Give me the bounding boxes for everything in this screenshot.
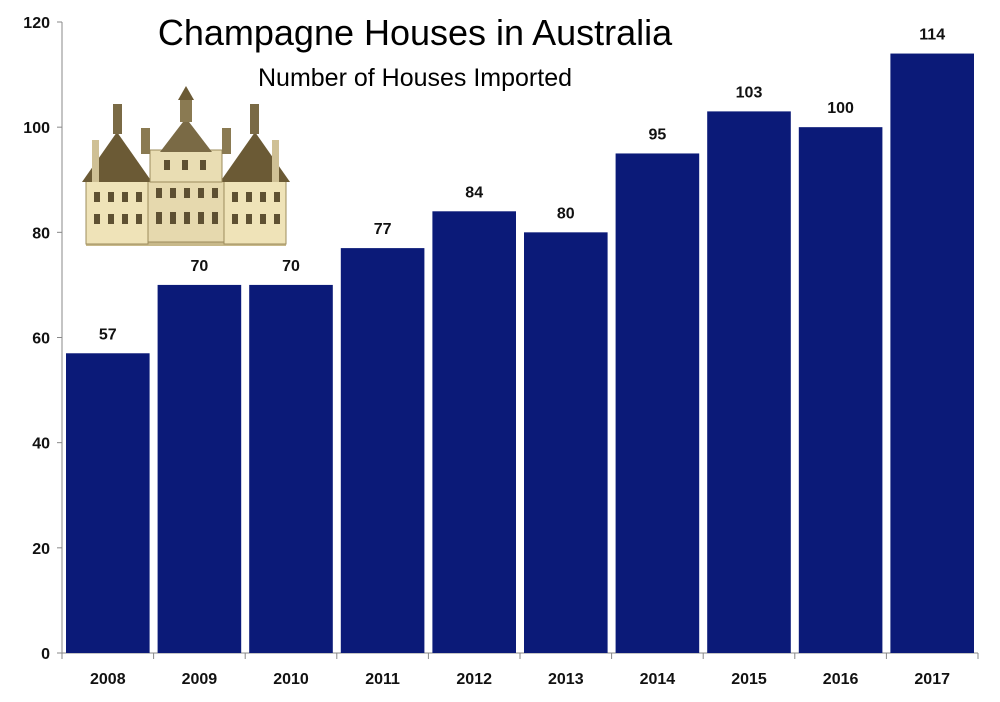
- data-label: 114: [919, 27, 945, 44]
- x-tick-label: 2014: [640, 671, 676, 688]
- chateau-icon: [82, 86, 290, 246]
- data-label: 84: [465, 184, 483, 201]
- y-tick-label: 20: [32, 541, 50, 558]
- bar: [249, 284, 333, 653]
- data-label: 57: [99, 326, 117, 343]
- bars: [66, 53, 974, 654]
- x-tick-label: 2010: [273, 671, 309, 688]
- x-tick-label: 2011: [365, 671, 400, 688]
- data-label: 95: [649, 126, 667, 143]
- bar: [524, 232, 608, 654]
- bar: [432, 211, 516, 654]
- bar: [890, 53, 974, 654]
- y-tick-label: 0: [41, 646, 50, 663]
- x-tick-label: 2012: [456, 671, 492, 688]
- bar: [707, 111, 791, 654]
- data-label: 77: [374, 221, 392, 238]
- x-tick-label: 2015: [731, 671, 767, 688]
- bar: [340, 248, 425, 653]
- y-tick-label: 120: [23, 15, 50, 32]
- data-label: 100: [827, 100, 854, 117]
- y-tick-label: 60: [32, 331, 50, 348]
- x-tick-label: 2008: [90, 671, 126, 688]
- chart-subtitle: Number of Houses Imported: [258, 64, 572, 92]
- data-labels: 57 70 70 77 84 80 95 103 100 114: [99, 27, 945, 344]
- x-tick-label: 2013: [548, 671, 584, 688]
- data-label: 70: [282, 258, 300, 275]
- data-label: 70: [191, 258, 209, 275]
- x-tick-label: 2009: [182, 671, 218, 688]
- y-tick-label: 40: [32, 436, 50, 453]
- data-label: 103: [736, 84, 763, 101]
- bar: [157, 284, 242, 653]
- bar: [615, 153, 700, 654]
- x-tick-label: 2017: [914, 671, 950, 688]
- data-label: 80: [557, 205, 575, 222]
- y-tick-label: 80: [32, 225, 50, 242]
- bar: [66, 353, 150, 653]
- x-tick-label: 2016: [823, 671, 859, 688]
- y-tick-label: 100: [23, 120, 50, 137]
- chart-title: Champagne Houses in Australia: [158, 12, 673, 53]
- bar: [798, 127, 883, 653]
